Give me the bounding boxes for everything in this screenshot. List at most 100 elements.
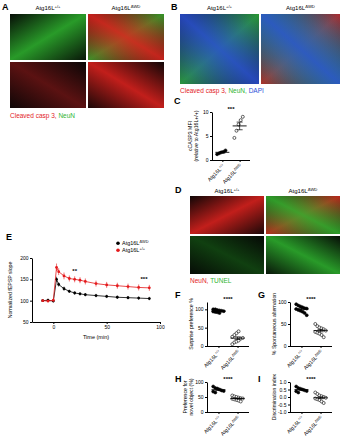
data-point xyxy=(105,295,108,298)
error-bar-cap xyxy=(237,122,243,123)
y-axis-tick-mark xyxy=(288,382,290,383)
y-axis-line xyxy=(207,383,208,413)
y-axis-tick-mark xyxy=(288,346,290,347)
x-axis: Atg16L+/+Atg16LΔWD xyxy=(202,412,249,437)
panel-label: G xyxy=(258,290,265,300)
y-axis-line xyxy=(290,303,291,347)
y-axis-tick-label: 50 xyxy=(198,325,204,331)
significance: **** xyxy=(223,376,233,382)
y-axis-tick-mark xyxy=(205,309,207,310)
error-bar xyxy=(318,397,324,399)
data-point xyxy=(84,280,87,283)
data-point xyxy=(116,296,119,299)
micrograph xyxy=(88,14,164,60)
y-axis-tick: 100 xyxy=(278,299,290,305)
y-axis-line xyxy=(290,383,291,413)
y-axis-tick-label: -0.5 xyxy=(278,402,287,408)
y-axis-tick-mark xyxy=(288,324,290,325)
data-point xyxy=(214,391,217,394)
micrograph xyxy=(261,14,340,84)
data-point xyxy=(305,314,308,317)
y-axis-tick-mark xyxy=(30,258,32,259)
text-superscript: ΔWD xyxy=(231,348,240,357)
data-point xyxy=(218,312,221,315)
text-base: Atg16L xyxy=(35,5,55,11)
x-axis-tick-label: 0 xyxy=(52,324,55,330)
error-bar xyxy=(69,275,70,281)
x-tick-mark xyxy=(222,160,223,162)
y-axis-tick-mark xyxy=(210,160,212,161)
data-point xyxy=(52,300,55,303)
plot-marks xyxy=(215,115,246,155)
panel-label: E xyxy=(6,232,12,242)
x-axis: Atg16L+/+Atg16LΔWD xyxy=(285,346,332,371)
x-tick-label: Atg16LΔWD xyxy=(221,162,243,184)
y-axis-title: (relative to Atg16L+/+) xyxy=(193,110,199,161)
error-bar xyxy=(149,285,150,291)
significance: *** xyxy=(227,106,235,112)
data-point xyxy=(322,336,325,339)
error-bar-stem xyxy=(320,329,321,331)
micrograph-signal xyxy=(180,14,259,84)
y-axis-tick-label: 100 xyxy=(278,299,287,305)
figure-canvas: AAtg16L+/+Atg16LΔWDCleaved casp 3, NeuNB… xyxy=(0,0,342,440)
y-axis-tick-mark xyxy=(205,382,207,383)
error-bar xyxy=(106,282,107,288)
panel-label: C xyxy=(174,96,181,106)
data-point xyxy=(239,400,242,403)
error-bar-cap xyxy=(219,151,225,152)
micrograph-signal xyxy=(180,14,259,84)
micrograph-signal xyxy=(190,196,264,234)
significance: **** xyxy=(306,376,316,382)
text-base: Atg16L xyxy=(112,5,132,11)
text-superscript: ΔWD xyxy=(131,4,141,9)
data-point xyxy=(127,285,130,288)
error-bar xyxy=(318,329,324,331)
error-bar xyxy=(138,296,139,299)
text-superscript: +/+ xyxy=(297,415,304,422)
error-bar-stem xyxy=(239,122,240,130)
error-bar-cap xyxy=(235,339,241,340)
x-axis-line xyxy=(33,322,161,323)
data-point xyxy=(73,292,76,295)
micrograph xyxy=(10,14,86,60)
text-superscript: ΔWD xyxy=(314,414,323,423)
error-bar-stem xyxy=(237,337,238,340)
error-bar xyxy=(48,300,49,303)
chart: G050100Atg16L+/+Atg16LΔWD% Spontaneous a… xyxy=(258,290,332,371)
data-point xyxy=(137,286,140,289)
x-tick-label: Atg16LΔWD xyxy=(302,414,324,436)
error-bar xyxy=(42,299,43,302)
significance: **** xyxy=(306,296,316,302)
y-axis-tick-label: 100 xyxy=(195,379,204,385)
panel-label: H xyxy=(175,374,182,384)
y-axis-tick-label: 1.0 xyxy=(280,379,287,385)
y-axis-title: Surprise preference % xyxy=(188,298,194,350)
x-axis: Atg16L+/+Atg16LΔWD xyxy=(206,160,250,185)
y-axis-tick: -1.0 xyxy=(278,409,290,415)
legend-marker xyxy=(116,248,120,252)
y-axis-tick-label: 100 xyxy=(20,298,29,304)
y-axis-tick: 200 xyxy=(20,255,32,261)
channel-name: TUNEL xyxy=(210,277,232,284)
error-bar-cap xyxy=(235,397,241,398)
y-axis-tick-mark xyxy=(205,412,207,413)
error-bar-cap xyxy=(318,396,324,397)
text-superscript: ΔWD xyxy=(314,348,323,357)
x-tick-mark xyxy=(321,346,322,348)
y-axis-tick-label: 0.0 xyxy=(280,394,287,400)
y-axis-title: novel object (%) xyxy=(188,378,194,415)
x-axis-line xyxy=(212,160,250,161)
series-line xyxy=(43,279,150,301)
data-point xyxy=(137,297,140,300)
data-point xyxy=(63,275,66,278)
data-point xyxy=(73,278,76,281)
text-superscript: ΔWD xyxy=(305,4,315,9)
x-tick-mark xyxy=(218,412,219,414)
data-point xyxy=(322,402,325,405)
error-bar-cap xyxy=(215,311,221,312)
error-bar xyxy=(298,389,304,391)
channel-caption: Cleaved casp 3, NeuN xyxy=(10,112,75,120)
plot-marks xyxy=(211,308,244,346)
error-bar xyxy=(58,268,59,275)
